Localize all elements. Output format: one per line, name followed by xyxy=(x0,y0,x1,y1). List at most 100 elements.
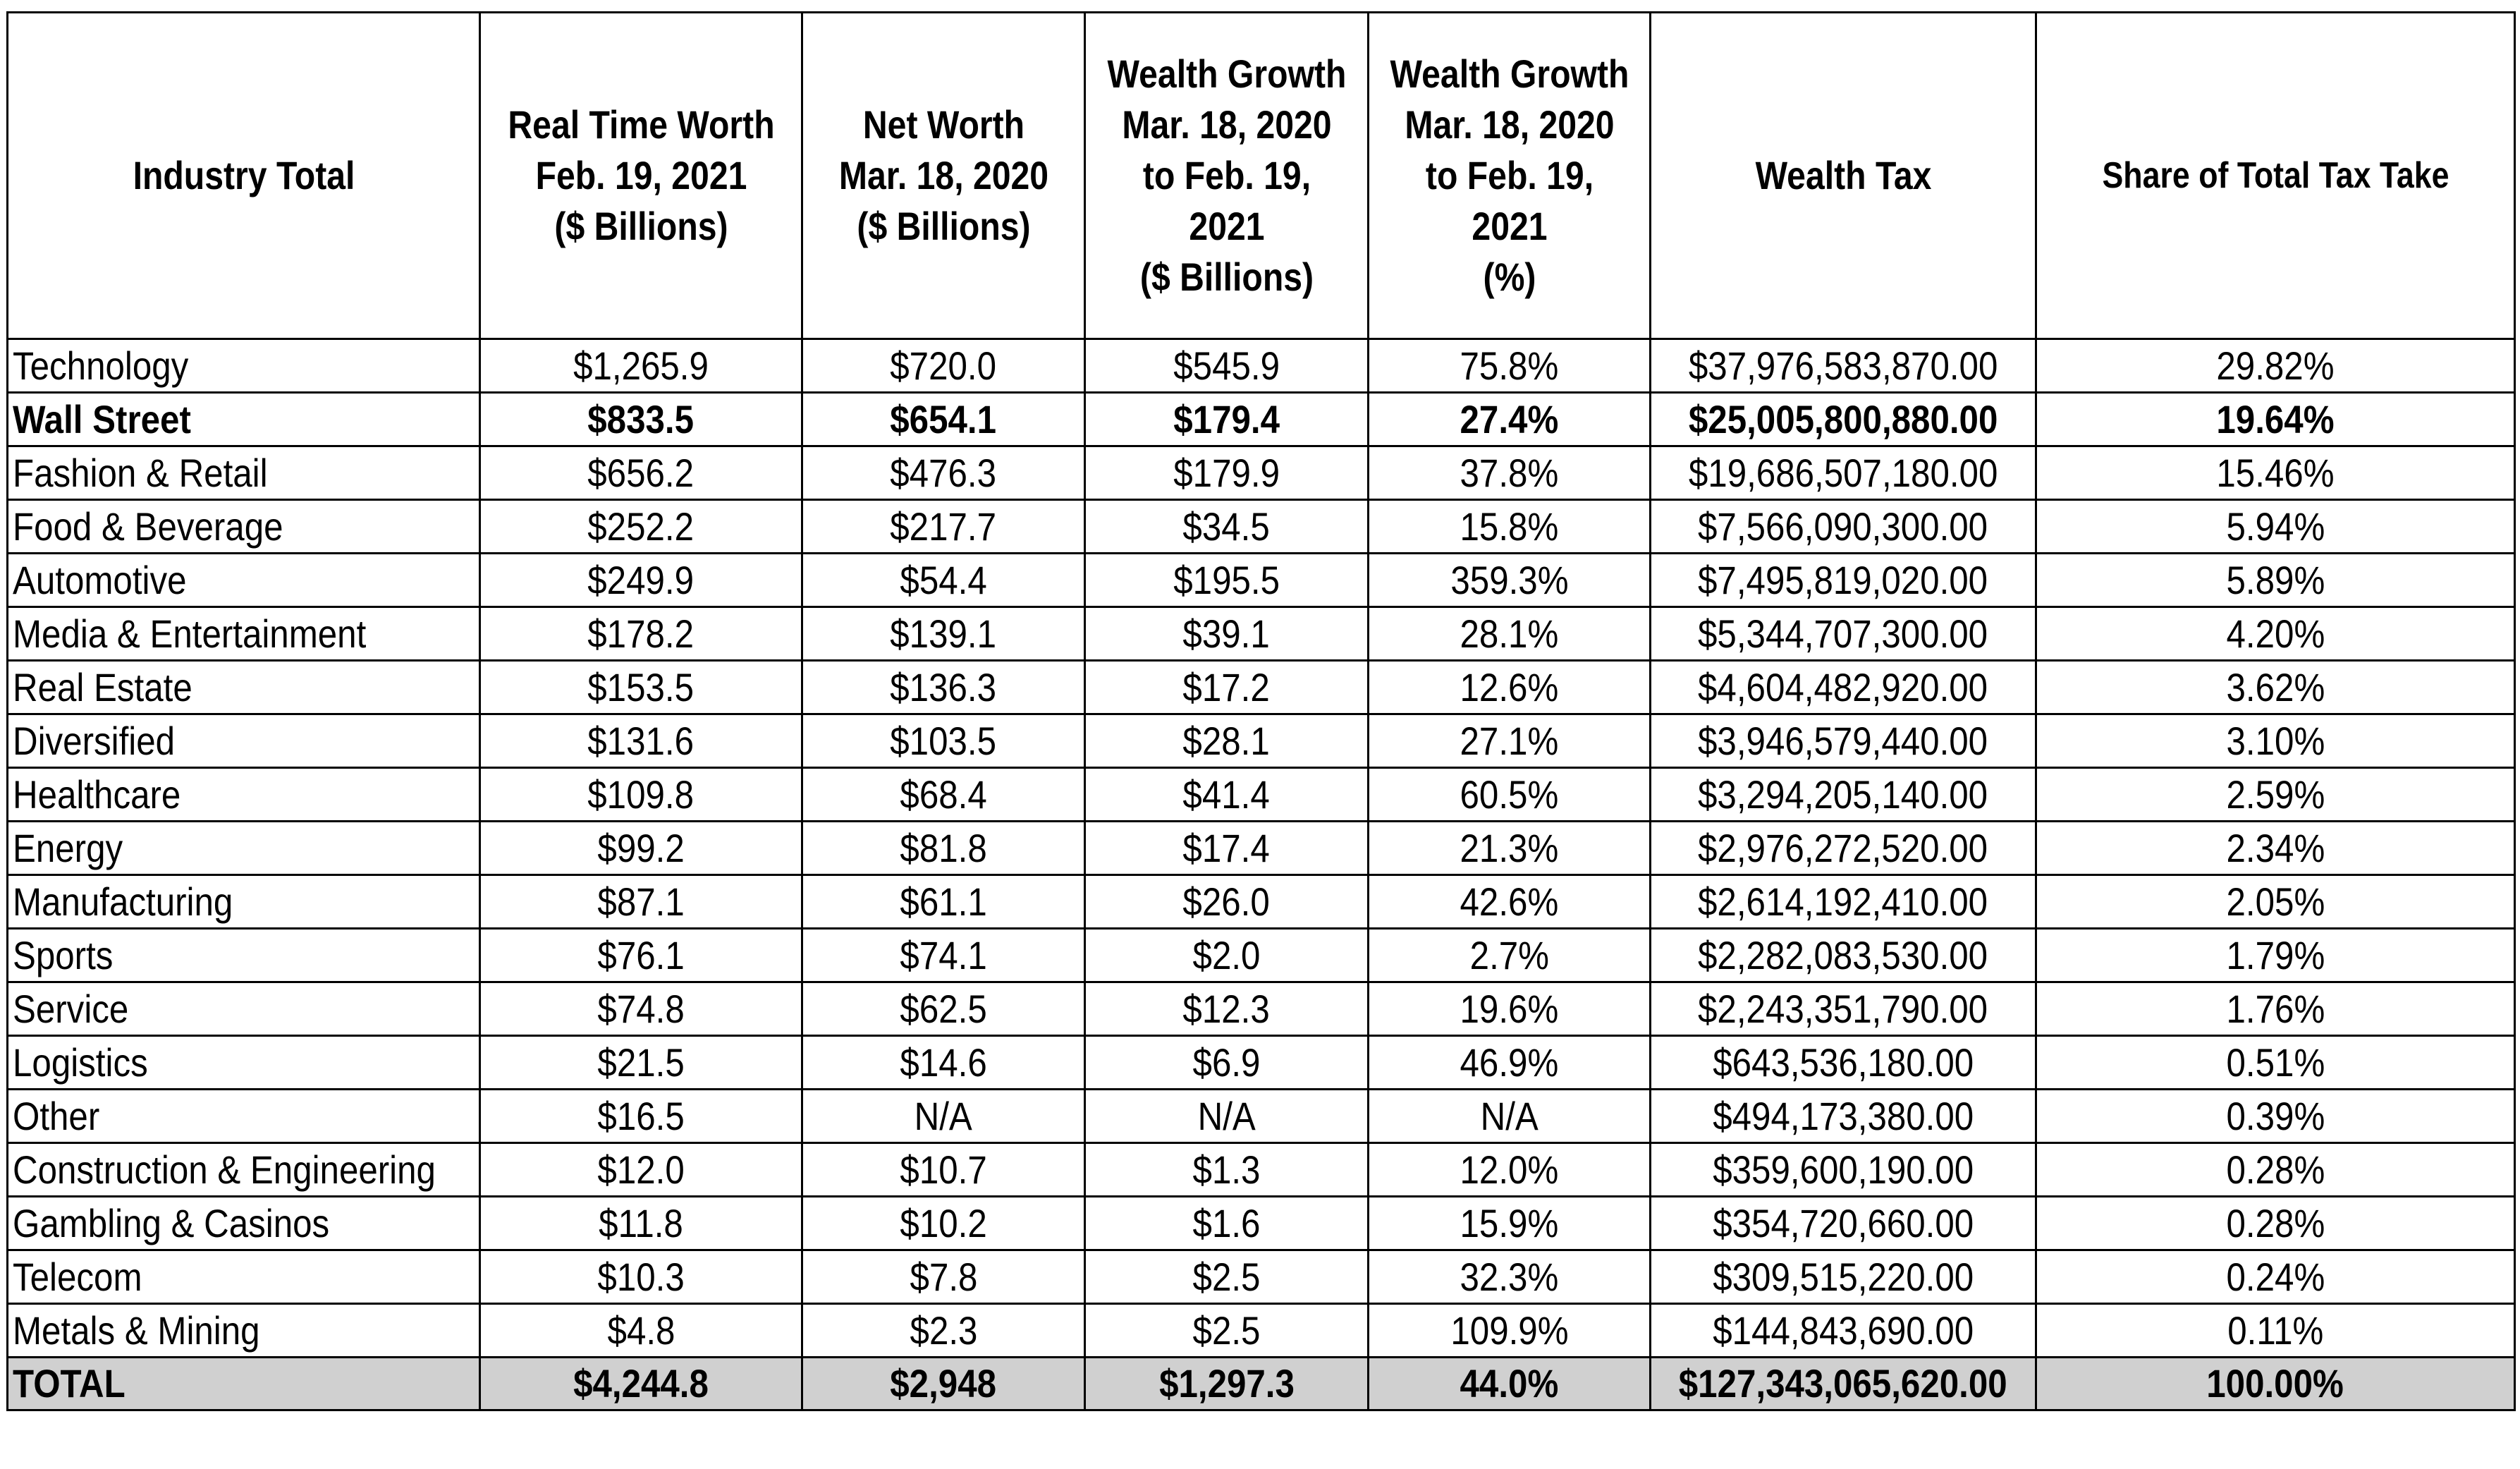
total-net-worth-cell: $2,948 xyxy=(801,1356,1086,1411)
industry-cell: Fashion & Retail xyxy=(6,445,481,501)
industry-cell: Metals & Mining xyxy=(6,1303,481,1358)
growth-percent-cell: 359.3% xyxy=(1367,552,1651,608)
growth-percent-cell: 21.3% xyxy=(1367,820,1651,876)
wealth-tax-cell: $25,005,800,880.00 xyxy=(1649,391,2037,447)
growth-percent-cell: 2.7% xyxy=(1367,927,1651,983)
growth-percent-cell: 27.1% xyxy=(1367,713,1651,769)
real-time-worth-cell: $4.8 xyxy=(479,1303,803,1358)
wealth-tax-cell: $2,976,272,520.00 xyxy=(1649,820,2037,876)
table-row: Wall Street $833.5 $654.1 $179.4 27.4% $25,00… xyxy=(6,391,2516,447)
share-cell: 0.28% xyxy=(2035,1195,2516,1251)
growth-billions-cell: N/A xyxy=(1084,1088,1369,1144)
table-row: Metals & Mining $4.8 $2.3 $2.5 109.9% $144,84… xyxy=(6,1303,2516,1358)
share-cell: 0.24% xyxy=(2035,1249,2516,1305)
growth-percent-cell: 15.9% xyxy=(1367,1195,1651,1251)
growth-billions-cell: $6.9 xyxy=(1084,1035,1369,1090)
real-time-worth-cell: $178.2 xyxy=(479,606,803,662)
wealth-tax-cell: $3,294,205,140.00 xyxy=(1649,767,2037,822)
real-time-worth-cell: $249.9 xyxy=(479,552,803,608)
growth-percent-cell: 75.8% xyxy=(1367,338,1651,394)
growth-percent-cell: 12.6% xyxy=(1367,659,1651,715)
share-cell: 1.79% xyxy=(2035,927,2516,983)
growth-percent-cell: 12.0% xyxy=(1367,1142,1651,1197)
net-worth-cell: $476.3 xyxy=(801,445,1086,501)
wealth-tax-cell: $359,600,190.00 xyxy=(1649,1142,2037,1197)
growth-percent-cell: 42.6% xyxy=(1367,874,1651,929)
industry-cell: Manufacturing xyxy=(6,874,481,929)
real-time-worth-cell: $16.5 xyxy=(479,1088,803,1144)
growth-billions-cell: $41.4 xyxy=(1084,767,1369,822)
net-worth-cell: $54.4 xyxy=(801,552,1086,608)
table-row: Healthcare $109.8 $68.4 $41.4 60.5% $3,294,20… xyxy=(6,767,2516,822)
growth-billions-cell: $1.6 xyxy=(1084,1195,1369,1251)
industry-cell: Wall Street xyxy=(6,391,481,447)
growth-percent-cell: 27.4% xyxy=(1367,391,1651,447)
share-cell: 0.39% xyxy=(2035,1088,2516,1144)
real-time-worth-cell: $99.2 xyxy=(479,820,803,876)
net-worth-cell: $10.2 xyxy=(801,1195,1086,1251)
real-time-worth-cell: $252.2 xyxy=(479,499,803,554)
industry-cell: Media & Entertainment xyxy=(6,606,481,662)
real-time-worth-cell: $74.8 xyxy=(479,981,803,1037)
growth-billions-cell: $1.3 xyxy=(1084,1142,1369,1197)
growth-percent-cell: 60.5% xyxy=(1367,767,1651,822)
header-share-of-total-tax-take: Share of Total Tax Take xyxy=(2068,11,2483,340)
growth-billions-cell: $28.1 xyxy=(1084,713,1369,769)
wealth-tax-cell: $2,614,192,410.00 xyxy=(1649,874,2037,929)
net-worth-cell: $103.5 xyxy=(801,713,1086,769)
wealth-tax-table: Industry Total Real Time Worth Feb. 19, … xyxy=(6,11,2516,1411)
table-row: Media & Entertainment $178.2 $139.1 $39.1 28… xyxy=(6,606,2516,662)
industry-cell: Healthcare xyxy=(6,767,481,822)
growth-percent-cell: 19.6% xyxy=(1367,981,1651,1037)
real-time-worth-cell: $153.5 xyxy=(479,659,803,715)
share-cell: 2.34% xyxy=(2035,820,2516,876)
table-row: Energy $99.2 $81.8 $17.4 21.3% $2,976,272,520… xyxy=(6,820,2516,876)
total-industry-cell: TOTAL xyxy=(6,1356,481,1411)
real-time-worth-cell: $109.8 xyxy=(479,767,803,822)
growth-percent-cell: 109.9% xyxy=(1367,1303,1651,1358)
share-cell: 19.64% xyxy=(2035,391,2516,447)
industry-cell: Gambling & Casinos xyxy=(6,1195,481,1251)
industry-cell: Technology xyxy=(6,338,481,394)
wealth-tax-cell: $2,282,083,530.00 xyxy=(1649,927,2037,983)
real-time-worth-cell: $10.3 xyxy=(479,1249,803,1305)
share-cell: 3.10% xyxy=(2035,713,2516,769)
net-worth-cell: $81.8 xyxy=(801,820,1086,876)
wealth-tax-cell: $37,976,583,870.00 xyxy=(1649,338,2037,394)
growth-percent-cell: 28.1% xyxy=(1367,606,1651,662)
table-row: Automotive $249.9 $54.4 $195.5 359.3% $7,495,… xyxy=(6,552,2516,608)
real-time-worth-cell: $656.2 xyxy=(479,445,803,501)
table-row: Sports $76.1 $74.1 $2.0 2.7% $2,282,083,530.0… xyxy=(6,927,2516,983)
share-cell: 29.82% xyxy=(2035,338,2516,394)
real-time-worth-cell: $833.5 xyxy=(479,391,803,447)
industry-cell: Logistics xyxy=(6,1035,481,1090)
industry-cell: Construction & Engineering xyxy=(6,1142,481,1197)
header-net-worth: Net Worth Mar. 18, 2020 ($ Billions) xyxy=(821,11,1066,340)
net-worth-cell: $10.7 xyxy=(801,1142,1086,1197)
real-time-worth-cell: $1,265.9 xyxy=(479,338,803,394)
table-row: Construction & Engineering $12.0 $10.7 $1.3… xyxy=(6,1142,2516,1197)
growth-percent-cell: N/A xyxy=(1367,1088,1651,1144)
net-worth-cell: $14.6 xyxy=(801,1035,1086,1090)
share-cell: 2.59% xyxy=(2035,767,2516,822)
table-row: Technology $1,265.9 $720.0 $545.9 75.8% $37,9… xyxy=(6,338,2516,394)
net-worth-cell: $217.7 xyxy=(801,499,1086,554)
growth-billions-cell: $12.3 xyxy=(1084,981,1369,1037)
table-row: Real Estate $153.5 $136.3 $17.2 12.6% $4,604,… xyxy=(6,659,2516,715)
industry-cell: Sports xyxy=(6,927,481,983)
growth-billions-cell: $195.5 xyxy=(1084,552,1369,608)
wealth-tax-cell: $5,344,707,300.00 xyxy=(1649,606,2037,662)
industry-cell: Other xyxy=(6,1088,481,1144)
table-row: Service $74.8 $62.5 $12.3 19.6% $2,243,351,79… xyxy=(6,981,2516,1037)
real-time-worth-cell: $131.6 xyxy=(479,713,803,769)
total-real-time-worth-cell: $4,244.8 xyxy=(479,1356,803,1411)
table-row: Food & Beverage $252.2 $217.7 $34.5 15.8% $7,… xyxy=(6,499,2516,554)
header-wealth-tax: Wealth Tax xyxy=(1676,11,2010,340)
growth-billions-cell: $179.9 xyxy=(1084,445,1369,501)
net-worth-cell: $720.0 xyxy=(801,338,1086,394)
growth-billions-cell: $2.5 xyxy=(1084,1303,1369,1358)
table-row: Other $16.5 N/A N/A N/A $494,173,380.00 0.39% xyxy=(6,1088,2516,1144)
growth-billions-cell: $179.4 xyxy=(1084,391,1369,447)
table-row: Diversified $131.6 $103.5 $28.1 27.1% $3,946,… xyxy=(6,713,2516,769)
header-real-time-worth: Real Time Worth Feb. 19, 2021 ($ Billion… xyxy=(501,11,781,340)
